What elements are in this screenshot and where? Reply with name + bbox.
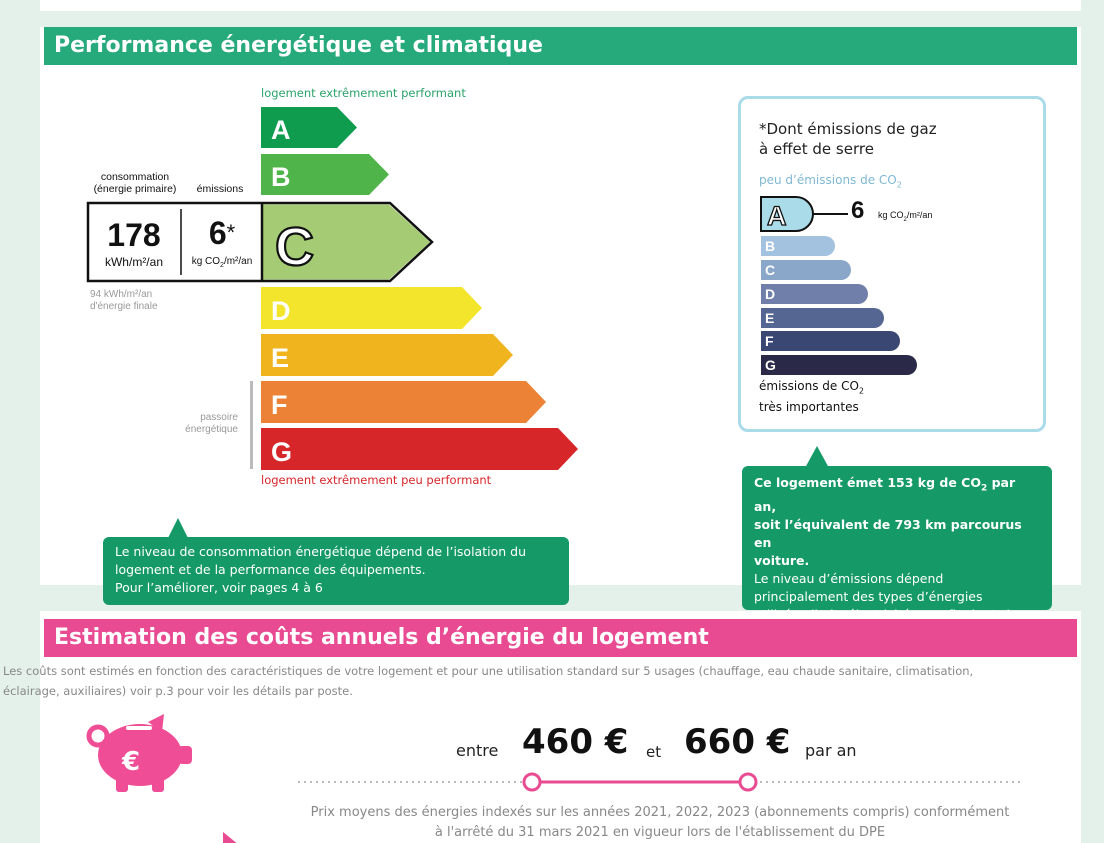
emissions-label: émissions	[196, 183, 244, 195]
cost-footnote: Prix moyens des énergies indexés sur les…	[310, 805, 1010, 840]
scale-bottom-label: logement extrêmement peu performant	[261, 473, 492, 487]
passoire-bracket	[250, 381, 253, 469]
energy-callout-pointer	[168, 518, 188, 542]
final-energy-note: 94 kWh/m²/an d'énergie finale	[90, 289, 158, 312]
current-energy-class: C	[275, 217, 314, 277]
energy-class-d: D	[261, 287, 482, 329]
energy-class-g: G	[261, 428, 578, 470]
ghg-class-c: C	[761, 260, 851, 280]
scale-top-label: logement extrêmement performant	[261, 86, 466, 100]
ghg-title: *Dont émissions de gaz à effet de serre	[759, 120, 937, 158]
between-label: entre	[456, 741, 499, 760]
low-cost-value: 460 €	[522, 722, 629, 762]
svg-text:E: E	[271, 343, 289, 373]
passoire-label: passoire énergétique	[185, 412, 238, 435]
ghg-callout-pointer	[805, 446, 829, 472]
ghg-class-d: D	[761, 284, 868, 304]
energy-class-e: E	[261, 334, 513, 376]
energy-class-b: B	[261, 154, 389, 195]
ghg-top-label: peu d’émissions de CO2	[759, 173, 902, 190]
cost-range-line	[298, 770, 1022, 798]
energy-callout: Le niveau de consommation énergétique dé…	[103, 537, 569, 605]
consumption-label: consommation (énergie primaire)	[93, 171, 177, 195]
consumption-value: 178	[107, 217, 161, 253]
and-label: et	[646, 743, 662, 761]
svg-text:B: B	[271, 162, 291, 192]
top-panel-edge	[40, 0, 1081, 11]
svg-text:€: €	[121, 747, 140, 777]
pink-arrow-icon	[223, 830, 239, 843]
ghg-current-indicator: A	[758, 194, 848, 238]
ghg-class-b: B	[761, 236, 835, 256]
per-year-label: par an	[805, 741, 857, 760]
energy-class-f: F	[261, 381, 546, 423]
ghg-value: 6	[851, 197, 865, 224]
cost-intro: Les coûts sont estimés en fonction des c…	[3, 664, 974, 698]
ghg-class-e: E	[761, 308, 884, 328]
energy-class-a: A	[261, 107, 357, 148]
current-energy-indicator: C	[86, 201, 436, 287]
ghg-class-g: G	[761, 355, 917, 375]
cost-section-title: Estimation des coûts annuels d’énergie d…	[44, 619, 1077, 657]
emissions-unit: kg CO2/m²/an	[191, 256, 253, 269]
ghg-current-class: A	[767, 201, 787, 231]
ghg-unit: kg CO2/m²/an	[878, 210, 933, 223]
emissions-value: 6*	[208, 215, 236, 251]
energy-section-title: Performance énergétique et climatique	[44, 27, 1077, 65]
svg-text:D: D	[271, 296, 291, 326]
ghg-bottom-label: émissions de CO2 très importantes	[759, 379, 864, 415]
piggy-bank-icon: €	[78, 712, 198, 798]
svg-text:G: G	[271, 437, 292, 467]
high-cost-value: 660 €	[684, 722, 791, 762]
ghg-callout: Ce logement émet 153 kg de CO2 par an, s…	[742, 466, 1052, 622]
svg-text:F: F	[271, 390, 288, 420]
ghg-class-f: F	[761, 331, 900, 351]
consumption-unit: kWh/m²/an	[104, 255, 163, 269]
svg-text:A: A	[271, 115, 291, 145]
